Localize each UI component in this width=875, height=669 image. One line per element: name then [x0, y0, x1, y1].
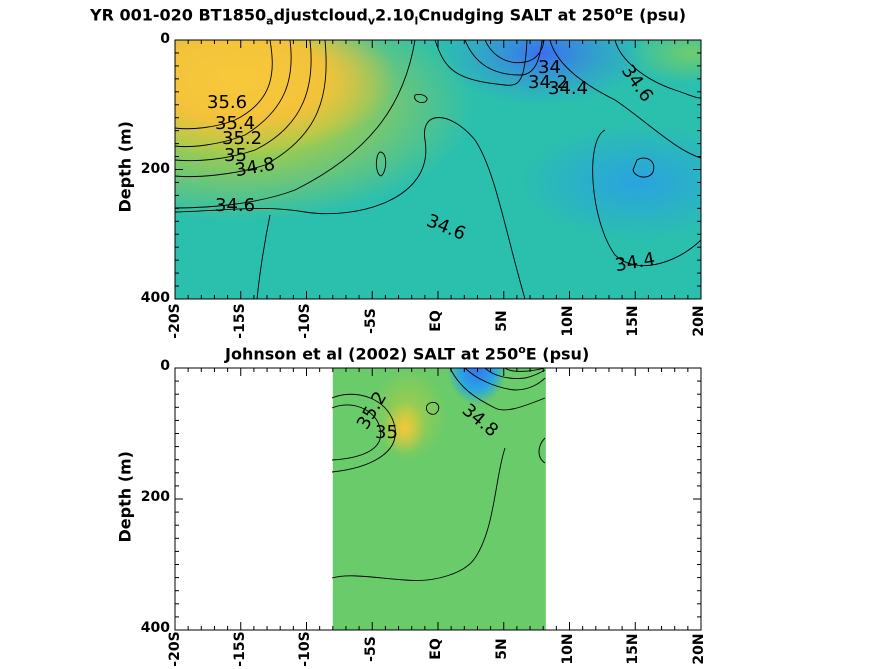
contour-label: 35.2: [222, 128, 263, 149]
chart-1-xtick: 10N: [560, 305, 576, 337]
contour-label: 35: [375, 422, 398, 443]
chart-2-title: Johnson et al (2002) SALT at 250oE (psu): [225, 343, 590, 364]
chart-1-ytick: 200: [140, 161, 170, 177]
chart-2-xtick: 10N: [560, 633, 576, 665]
chart-1-plot: [175, 40, 701, 299]
contour-label: 35.4: [215, 113, 256, 134]
chart-2-contours: [331, 368, 546, 581]
chart-1-ytick: 400: [140, 290, 170, 306]
chart-1-xtick: -15S: [232, 303, 248, 339]
chart-2-plot: [175, 368, 701, 630]
chart-2-ytick: 400: [140, 620, 170, 636]
chart-2-xtick: 15N: [625, 633, 641, 665]
chart-1-xtick: 5N: [494, 310, 510, 332]
chart-1-ytick: 0: [160, 31, 170, 47]
chart-1-xtick: -10S: [297, 303, 313, 339]
contour-label: 34: [538, 57, 561, 78]
chart-2-xtick: -10S: [297, 631, 313, 667]
chart-2-ytick: 200: [140, 489, 170, 505]
contour-label: 35: [224, 145, 247, 166]
chart-2-xtick: -20S: [167, 631, 183, 667]
chart-1-axes: [174, 39, 702, 300]
chart-1-xtick: EQ: [428, 310, 444, 332]
chart-2-xtick: -15S: [232, 631, 248, 667]
contour-label: 34.6: [215, 195, 256, 216]
chart-1-xtick: -5S: [363, 308, 379, 334]
contour-label: 34.2: [528, 72, 569, 93]
chart-2-ytick: 0: [160, 358, 170, 374]
chart-1-xtick: 20N: [691, 305, 707, 337]
chart-2-xtick: EQ: [428, 638, 444, 660]
chart-1-contours: [175, 40, 701, 299]
chart-2-xtick: -5S: [363, 636, 379, 662]
chart-1-xtick: 15N: [625, 305, 641, 337]
chart-1-ticks: [174, 39, 702, 300]
chart-2-ticks: [174, 367, 702, 631]
contour-label: 34.4: [548, 78, 589, 99]
chart-2-xtick: 20N: [691, 633, 707, 665]
chart-1-xtick: -20S: [167, 303, 183, 339]
chart-1-title: YR 001-020 BT1850adjustcloudv2.10lCnudgi…: [90, 4, 687, 28]
contour-label: 35.6: [207, 92, 248, 113]
chart-2-xtick: 5N: [494, 638, 510, 660]
chart-2-axes: [174, 367, 702, 631]
